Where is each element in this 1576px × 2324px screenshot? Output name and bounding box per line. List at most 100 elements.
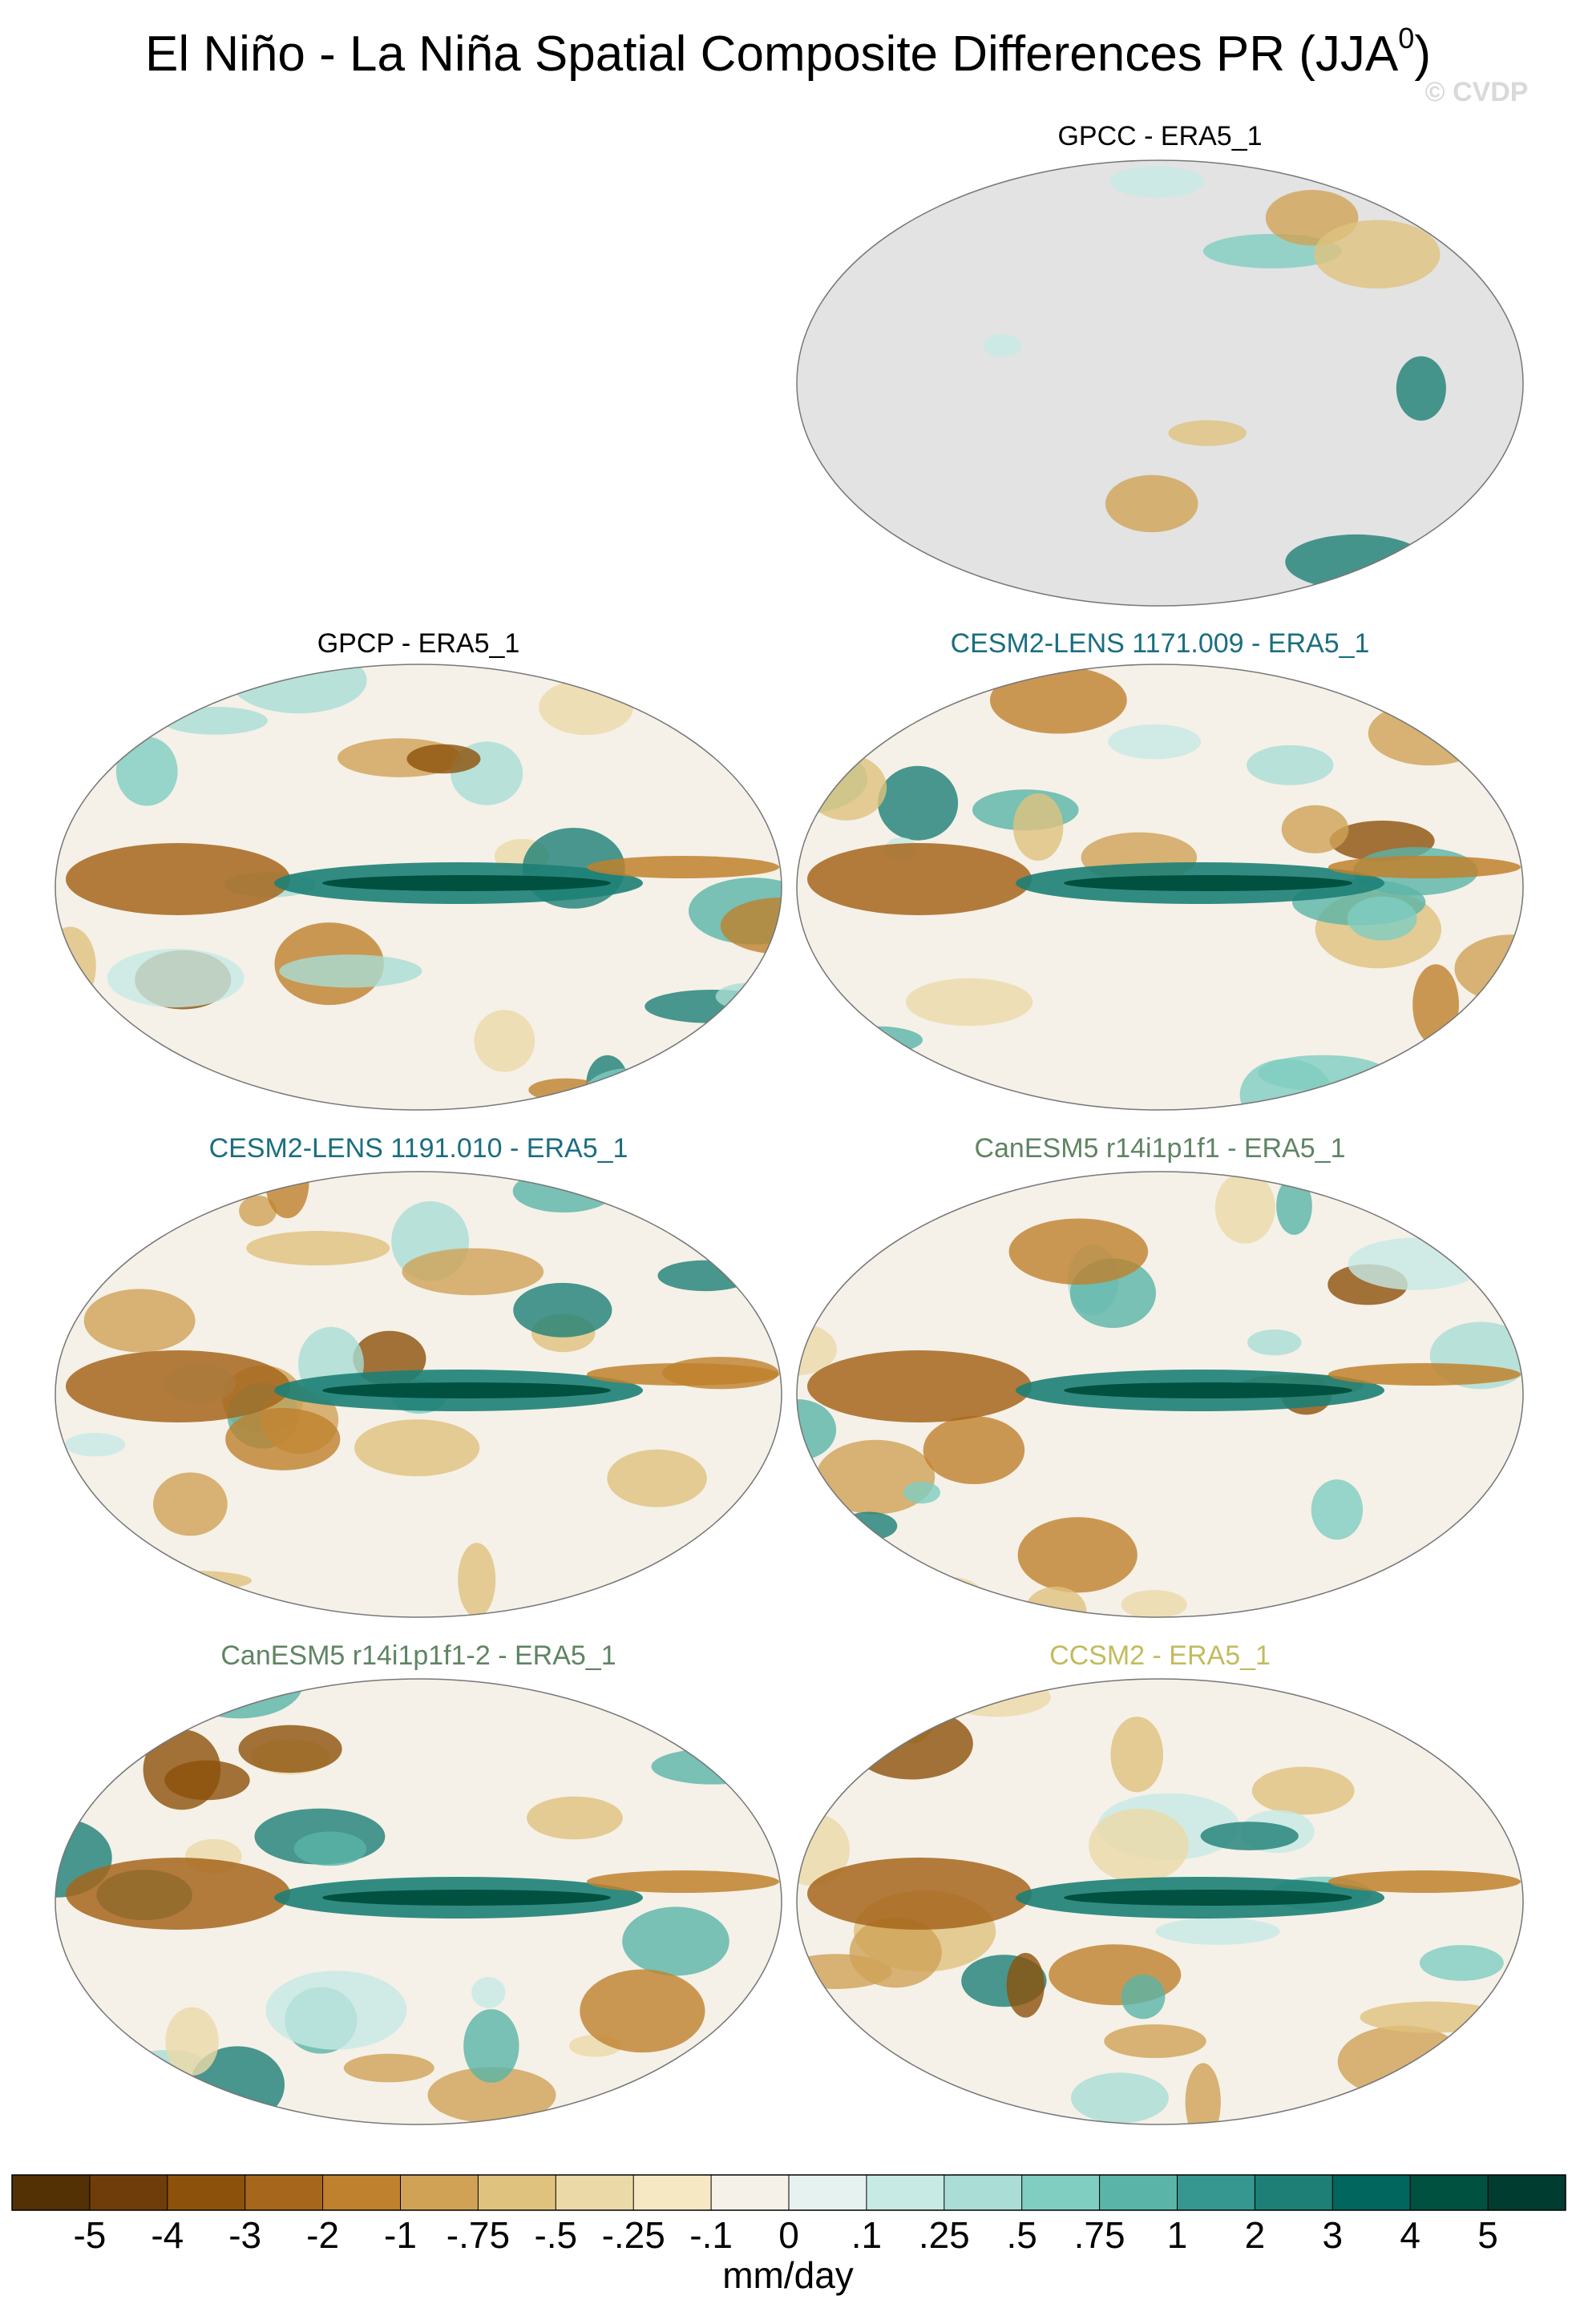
pattern-band [66, 843, 290, 915]
pattern-blob [225, 1408, 341, 1471]
pattern-blob [586, 1055, 629, 1110]
pattern-blob [681, 2045, 771, 2101]
pattern-blob [1247, 1329, 1302, 1356]
pattern-blob [607, 1449, 707, 1507]
colorbar-label: -2 [306, 2214, 339, 2256]
map-outline [55, 1171, 782, 1618]
colorbar-swatch [400, 2175, 479, 2210]
colorbar-label: 3 [1323, 2214, 1344, 2256]
pattern-blob [580, 1068, 675, 1110]
pattern-band [1328, 856, 1521, 878]
pattern-blob [527, 1796, 623, 1840]
pattern-blob [1110, 1717, 1164, 1793]
colorbar-label: -5 [73, 2214, 106, 2256]
pattern-blob [1239, 1059, 1333, 1110]
pattern-blob [1400, 688, 1523, 714]
pattern-blob [830, 1026, 923, 1054]
pattern-blob [239, 1195, 277, 1227]
pattern-blob [1017, 1517, 1138, 1593]
map-outline [796, 159, 1524, 607]
pattern-band [587, 1870, 779, 1893]
pattern-blob [513, 1282, 612, 1338]
pattern-blob [474, 1010, 535, 1072]
pattern-blob [55, 926, 96, 1006]
pattern-blob [1109, 166, 1205, 198]
pattern-blob [1348, 1237, 1484, 1290]
pattern-blob [1006, 1952, 1045, 2018]
pattern-blob [989, 666, 1127, 734]
pattern-blob [343, 2053, 434, 2083]
pattern-blob [1105, 474, 1198, 533]
map-outline [796, 1171, 1524, 1618]
pattern-blob [107, 948, 244, 1008]
pattern-blob [354, 1419, 480, 1477]
pattern-blob [814, 1534, 869, 1607]
pattern-blob [1419, 1945, 1504, 1981]
map [55, 664, 782, 1110]
panel-title: CanESM5 r14i1p1f1 - ERA5_1 [974, 1133, 1345, 1164]
pattern-blob [918, 1577, 990, 1617]
pattern-blob [1185, 2063, 1221, 2124]
panel-title: GPCC - ERA5_1 [1057, 121, 1262, 151]
pattern-blob [83, 1289, 196, 1353]
pattern-blob [1200, 1822, 1299, 1850]
figure-title: El Niño - La Niña Spatial Composite Diff… [145, 22, 1431, 83]
panel-title: GPCP - ERA5_1 [317, 628, 520, 659]
pattern-blob [402, 1248, 544, 1296]
colorbar-swatch [1177, 2175, 1255, 2210]
pattern-blob [153, 1472, 228, 1536]
map-outline [55, 1678, 782, 2125]
title-main: El Niño - La Niña Spatial Composite Diff… [145, 26, 1399, 82]
colorbar-swatch [478, 2175, 556, 2210]
pattern-blob [115, 736, 178, 806]
pattern-blob [1276, 1176, 1312, 1235]
pattern-blob [923, 1416, 1025, 1485]
colorbar-swatch [711, 2175, 790, 2210]
pattern-band [1328, 1363, 1521, 1386]
pattern-band [322, 1890, 611, 1906]
map [797, 1172, 1523, 1617]
pattern-blob [797, 2019, 834, 2071]
colorbar-swatch [866, 2175, 945, 2210]
pattern-band [807, 1350, 1032, 1422]
pattern-blob [1008, 1218, 1149, 1285]
colorbar-label: -4 [151, 2214, 184, 2256]
pattern-blob [1285, 534, 1428, 590]
pattern-band [587, 1363, 779, 1386]
colorbar-label: -.1 [689, 2214, 733, 2256]
pattern-blob [1281, 805, 1349, 853]
pattern-band [322, 875, 611, 891]
pattern-blob [265, 1971, 407, 2050]
colorbar-swatch [1332, 2175, 1411, 2210]
colorbar-label: 5 [1477, 2214, 1498, 2256]
pattern-blob [1347, 896, 1417, 941]
pattern-blob [1155, 1918, 1280, 1945]
panel-title: CESM2-LENS 1171.009 - ERA5_1 [951, 628, 1370, 659]
pattern-blob [427, 2067, 556, 2124]
colorbar-swatch [322, 2175, 401, 2210]
pattern-blob [293, 1831, 367, 1866]
colorbar-swatch [1255, 2175, 1333, 2210]
pattern-blob [1214, 1172, 1275, 1244]
pattern-blob [622, 1906, 729, 1976]
pattern-blob [55, 2026, 95, 2050]
colorbar-label: -.5 [534, 2214, 577, 2256]
map-outline [796, 1678, 1524, 2125]
pattern-blob [1470, 1559, 1523, 1617]
pattern-blob [1311, 1479, 1364, 1540]
pattern-blob [903, 1481, 940, 1504]
pattern-blob [539, 679, 634, 736]
colorbar-swatch [1488, 2175, 1566, 2210]
map [797, 160, 1523, 606]
pattern-band [66, 1858, 290, 1930]
pattern-blob [906, 978, 1033, 1027]
pattern-blob [797, 1813, 850, 1886]
pattern-blob [72, 1226, 108, 1274]
pattern-blob [878, 765, 959, 841]
pattern-blob [512, 1172, 615, 1212]
colorbar-label: -.25 [602, 2214, 665, 2256]
pattern-blob [797, 664, 849, 717]
pattern-blob [623, 675, 697, 712]
pattern-blob [164, 1760, 250, 1801]
pattern-blob [797, 1172, 875, 1207]
